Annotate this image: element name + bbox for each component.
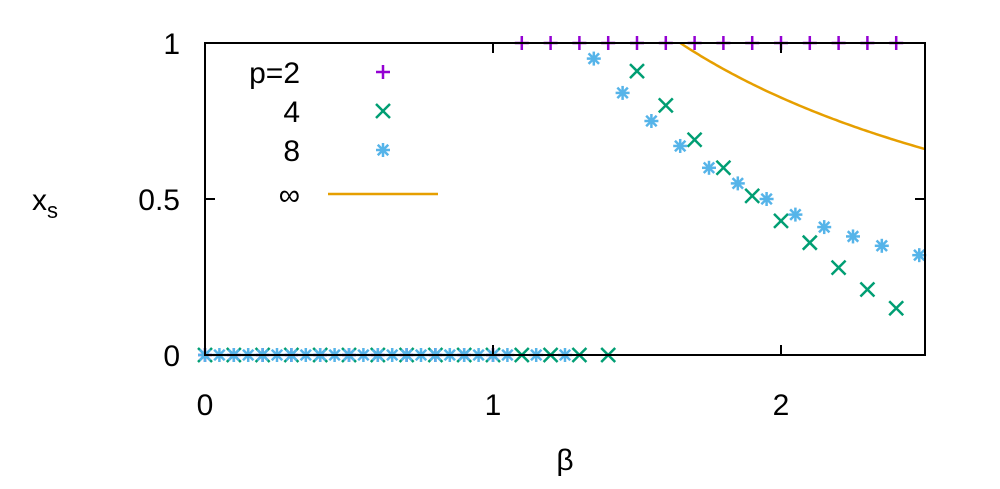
data-point-series-1 bbox=[830, 259, 847, 276]
data-point-series-1 bbox=[773, 212, 789, 229]
data-point-series-2 bbox=[586, 51, 601, 66]
data-point-series-1 bbox=[715, 159, 732, 176]
y-axis-label-sub: s bbox=[47, 198, 58, 223]
series-infinity-line bbox=[679, 41, 926, 151]
data-point-series-2 bbox=[874, 238, 889, 253]
ticks: 0 1 2 0 0.5 1 bbox=[138, 28, 925, 422]
plot-frame bbox=[204, 42, 926, 356]
y-tick-label: 0 bbox=[163, 340, 180, 373]
data-point-series-2 bbox=[817, 220, 832, 235]
data-point-series-1 bbox=[744, 187, 761, 204]
x-axis-label: β bbox=[556, 444, 573, 477]
legend: p=2 4 8 ∞ bbox=[249, 57, 438, 212]
x-tick-label: 0 bbox=[197, 389, 214, 422]
legend-swatch-1 bbox=[375, 103, 391, 119]
data-point-series-2 bbox=[673, 138, 688, 153]
y-tick-label: 0.5 bbox=[138, 184, 180, 217]
chart-marks bbox=[197, 36, 927, 363]
data-point-series-1 bbox=[657, 97, 674, 114]
x-tick-label: 2 bbox=[773, 389, 790, 422]
legend-label-1: 4 bbox=[283, 96, 300, 129]
legend-label-2: 8 bbox=[283, 135, 300, 168]
data-point-series-2 bbox=[788, 207, 803, 222]
data-point-series-2 bbox=[615, 85, 630, 100]
data-point-series-1 bbox=[686, 131, 703, 148]
y-tick-label: 1 bbox=[163, 28, 180, 61]
data-point-series-1 bbox=[888, 300, 905, 317]
data-point-series-2 bbox=[730, 176, 745, 191]
data-point-series-2 bbox=[759, 192, 774, 206]
data-point-series-1 bbox=[859, 281, 876, 298]
data-point-series-2 bbox=[846, 229, 860, 244]
y-axis-label: xs bbox=[32, 184, 58, 223]
data-point-series-1 bbox=[801, 234, 818, 251]
y-axis-label-main: x bbox=[32, 184, 47, 217]
legend-swatch-0 bbox=[376, 65, 390, 79]
legend-swatch-2 bbox=[376, 143, 390, 157]
data-point-series-2 bbox=[644, 114, 659, 128]
data-point-series-2 bbox=[912, 248, 927, 263]
data-point-series-2 bbox=[702, 160, 716, 175]
x-tick-label: 1 bbox=[485, 389, 502, 422]
legend-label-3: ∞ bbox=[279, 179, 300, 212]
data-point-series-1 bbox=[629, 63, 645, 79]
legend-label-0: p=2 bbox=[249, 57, 300, 90]
